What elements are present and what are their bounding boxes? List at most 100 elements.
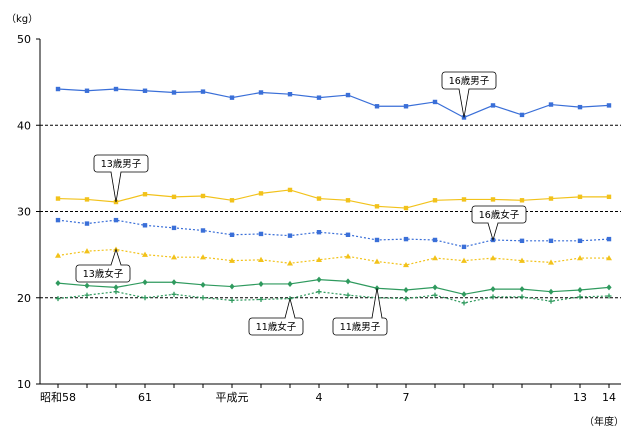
data-point <box>548 288 554 295</box>
data-point <box>84 221 90 226</box>
data-point <box>374 104 380 109</box>
data-point <box>577 238 583 244</box>
data-point <box>548 298 554 304</box>
data-point <box>548 259 554 265</box>
data-point <box>403 236 409 242</box>
series-2 <box>55 217 612 250</box>
data-point <box>142 279 148 286</box>
data-point <box>345 292 351 298</box>
callout-pointer <box>110 171 122 203</box>
data-point <box>200 281 206 288</box>
data-point <box>606 255 612 261</box>
data-point <box>113 217 119 223</box>
data-point <box>432 198 438 203</box>
y-tick-label-10: 10 <box>17 378 31 391</box>
data-point <box>548 196 554 201</box>
data-point <box>519 257 525 263</box>
data-point <box>55 296 61 302</box>
data-point <box>403 205 409 211</box>
data-point <box>200 89 206 94</box>
data-point <box>171 254 177 260</box>
data-point <box>84 197 90 202</box>
data-point <box>548 102 554 107</box>
callout-box <box>332 317 388 336</box>
x-tick-label: 61 <box>138 391 152 404</box>
data-point <box>403 286 409 293</box>
data-point <box>287 280 293 287</box>
series-4 <box>55 276 612 298</box>
data-point <box>258 90 264 95</box>
data-point <box>519 286 525 293</box>
series-label: 13歳女子 <box>83 268 124 280</box>
data-point <box>345 198 351 203</box>
x-tick-label: 13 <box>573 391 587 404</box>
data-point <box>113 86 119 92</box>
y-tick-label-40: 40 <box>17 119 31 132</box>
callout-box <box>93 154 149 173</box>
x-tick-label: 4 <box>316 391 323 404</box>
data-point <box>142 223 148 228</box>
data-point <box>577 294 583 300</box>
data-point <box>606 236 612 242</box>
x-tick-label: 14 <box>602 391 616 404</box>
x-tick-label: 平成元 <box>216 391 249 404</box>
data-point <box>461 291 467 298</box>
series-label: 11歳男子 <box>340 321 381 333</box>
data-point <box>316 230 322 235</box>
series-label-callout: 13歳男子 <box>93 154 149 203</box>
series-line <box>57 189 609 209</box>
data-point <box>374 204 380 209</box>
data-point <box>461 300 467 306</box>
data-point <box>287 260 293 266</box>
data-point <box>55 217 61 223</box>
data-point <box>142 88 148 93</box>
series-label-callout: 11歳男子 <box>332 288 388 336</box>
callout-box <box>75 264 131 283</box>
data-point <box>461 244 467 250</box>
series-1 <box>55 187 612 211</box>
data-point <box>142 251 148 257</box>
data-point <box>200 228 206 233</box>
data-point <box>200 193 206 199</box>
data-point <box>316 289 322 295</box>
data-point <box>287 233 293 238</box>
data-point <box>374 258 380 264</box>
series-line <box>57 248 609 266</box>
data-point <box>490 286 496 293</box>
data-point <box>490 103 496 108</box>
data-point <box>142 295 148 301</box>
data-point <box>461 257 467 263</box>
data-point <box>55 86 61 92</box>
data-point <box>519 112 525 118</box>
data-point <box>171 225 177 231</box>
data-point <box>171 90 177 95</box>
grid-layer <box>40 124 621 299</box>
data-point <box>432 284 438 291</box>
data-point <box>258 231 264 237</box>
series-line <box>57 291 610 304</box>
y-tick-label-20: 20 <box>17 292 31 305</box>
series-label-callout: 13歳女子 <box>75 248 131 283</box>
callout-layer: 16歳男子 13歳男子 16歳女子 13歳女子 11歳女子 11歳男子 <box>75 71 527 336</box>
series-label: 11歳女子 <box>256 321 297 333</box>
data-point <box>606 103 612 108</box>
data-point <box>490 255 496 261</box>
x-tick-label: 昭和58 <box>40 391 76 404</box>
data-point <box>316 256 322 262</box>
callout-pointer <box>487 222 499 242</box>
series-label: 13歳男子 <box>101 158 142 170</box>
data-point <box>55 252 61 258</box>
series-line <box>57 219 610 248</box>
y-unit-label: （kg） <box>6 13 38 25</box>
data-point <box>84 292 90 298</box>
data-point <box>606 293 612 299</box>
data-point <box>55 196 61 201</box>
callout-pointer <box>458 88 470 118</box>
data-point <box>287 92 293 97</box>
data-point <box>519 198 525 203</box>
y-tick-label-30: 30 <box>17 206 31 219</box>
data-point <box>403 261 409 268</box>
data-point <box>229 95 235 100</box>
data-point <box>606 284 612 291</box>
